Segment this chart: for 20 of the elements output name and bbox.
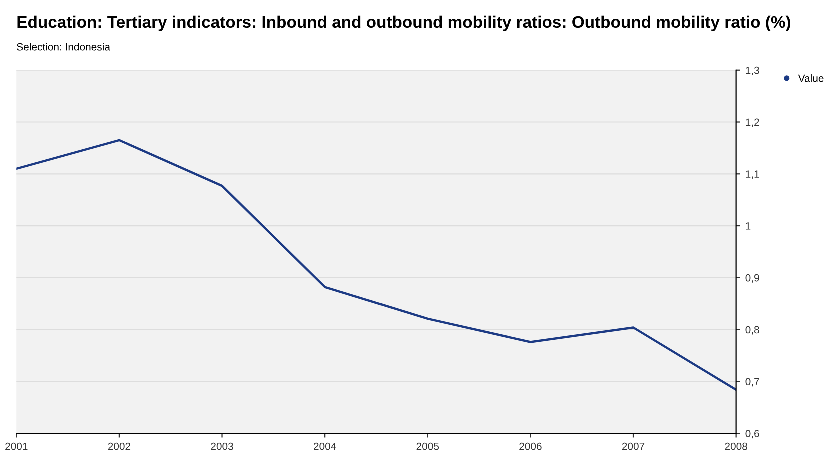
x-tick-label: 2007 — [622, 442, 645, 450]
chart-subtitle: Selection: Indonesia — [17, 43, 110, 51]
legend-label: Value — [798, 74, 824, 82]
x-tick-label: 2004 — [314, 442, 336, 450]
x-tick-label: 2008 — [725, 442, 748, 450]
line-series — [16, 139, 736, 392]
x-tick-label: 2003 — [211, 442, 234, 450]
y-tick-label: 1,1 — [746, 170, 760, 180]
x-tick-label: 2001 — [6, 442, 28, 450]
y-tick-label: 0,9 — [746, 274, 760, 284]
x-tick-label: 2002 — [108, 442, 131, 450]
y-tick-label: 0,7 — [746, 378, 760, 387]
y-tick-label: 1,3 — [746, 66, 760, 76]
y-tick-label: 1,2 — [746, 118, 760, 128]
x-tick-label: 2005 — [416, 442, 440, 450]
x-tick-label: 2006 — [520, 442, 542, 450]
y-tick-label: 0,6 — [746, 430, 760, 439]
y-tick-label: 0,8 — [746, 326, 760, 335]
chart-title: Education: Tertiary indicators: Inbound and outbound mobility ratios: Outbound mobility ratio (%) — [18, 16, 790, 32]
y-tick-label: 1 — [746, 222, 751, 230]
